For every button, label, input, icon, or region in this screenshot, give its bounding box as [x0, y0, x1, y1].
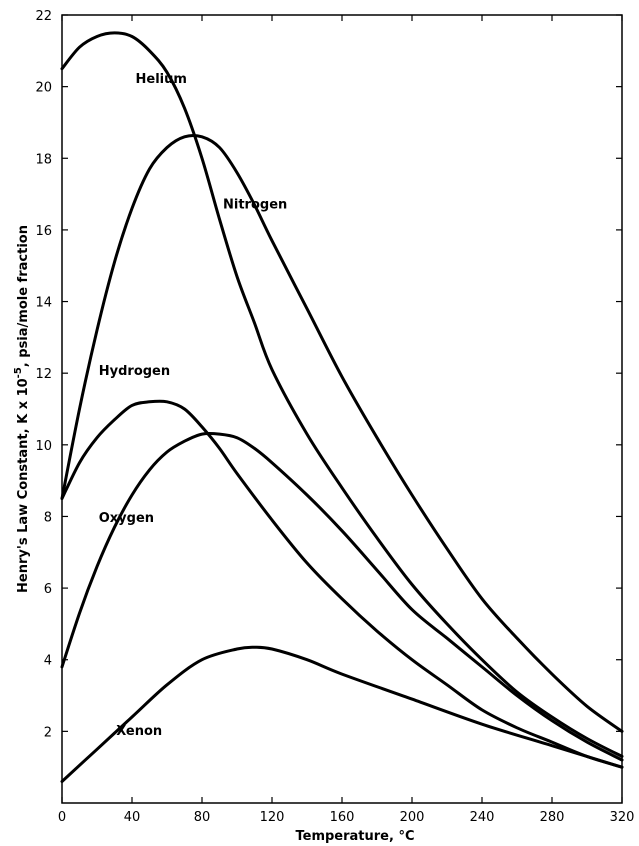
y-tick-label: 8: [44, 510, 52, 525]
x-axis-title: Temperature, °C: [295, 829, 414, 844]
hydrogen-label: Hydrogen: [99, 364, 170, 379]
y-tick-label: 2: [44, 725, 52, 740]
y-axis-title-main: Henry's Law Constant, K x 10: [16, 378, 31, 593]
y-tick-label: 20: [35, 81, 52, 96]
y-axis-title-tail: , psia/mole fraction: [16, 225, 31, 367]
x-tick-label: 120: [260, 810, 285, 825]
y-tick-label: 14: [35, 296, 52, 311]
y-axis-title: Henry's Law Constant, K x 10-5, psia/mol…: [13, 225, 31, 593]
helium-label: Helium: [136, 72, 187, 87]
x-tick-label: 320: [610, 810, 635, 825]
x-tick-label: 40: [124, 810, 141, 825]
y-axis-title-exponent: -5: [13, 367, 24, 378]
series-labels: Helium Nitrogen Hydrogen Oxygen Xenon: [99, 72, 288, 739]
x-tick-label: 200: [400, 810, 425, 825]
xenon-label: Xenon: [116, 724, 162, 739]
y-tick-label: 22: [35, 9, 52, 24]
y-tick-label: 10: [35, 439, 52, 454]
helium-curve: [60, 31, 624, 758]
nitrogen-curve: [60, 133, 624, 733]
series-curves: [60, 31, 624, 783]
y-tick-label: 4: [44, 654, 52, 669]
nitrogen-label: Nitrogen: [223, 197, 287, 212]
hydrogen-curve: [60, 399, 624, 769]
x-tick-label: 280: [540, 810, 565, 825]
x-tick-label: 0: [58, 810, 66, 825]
y-tick-label: 18: [35, 152, 52, 167]
y-tick-label: 6: [44, 582, 52, 597]
plot-frame: [61, 14, 623, 804]
x-tick-label: 240: [470, 810, 495, 825]
xenon-curve: [60, 645, 624, 783]
y-tick-label: 16: [35, 224, 52, 239]
oxygen-label: Oxygen: [99, 511, 154, 526]
axis-ticks: 0 40 80 120 160 200 240 280 320 2 4 6 8 10 12 14 16 18 20 2…: [35, 9, 634, 825]
oxygen-curve: [60, 431, 624, 762]
x-tick-label: 80: [194, 810, 211, 825]
x-tick-label: 160: [330, 810, 355, 825]
y-tick-label: 12: [35, 367, 52, 382]
